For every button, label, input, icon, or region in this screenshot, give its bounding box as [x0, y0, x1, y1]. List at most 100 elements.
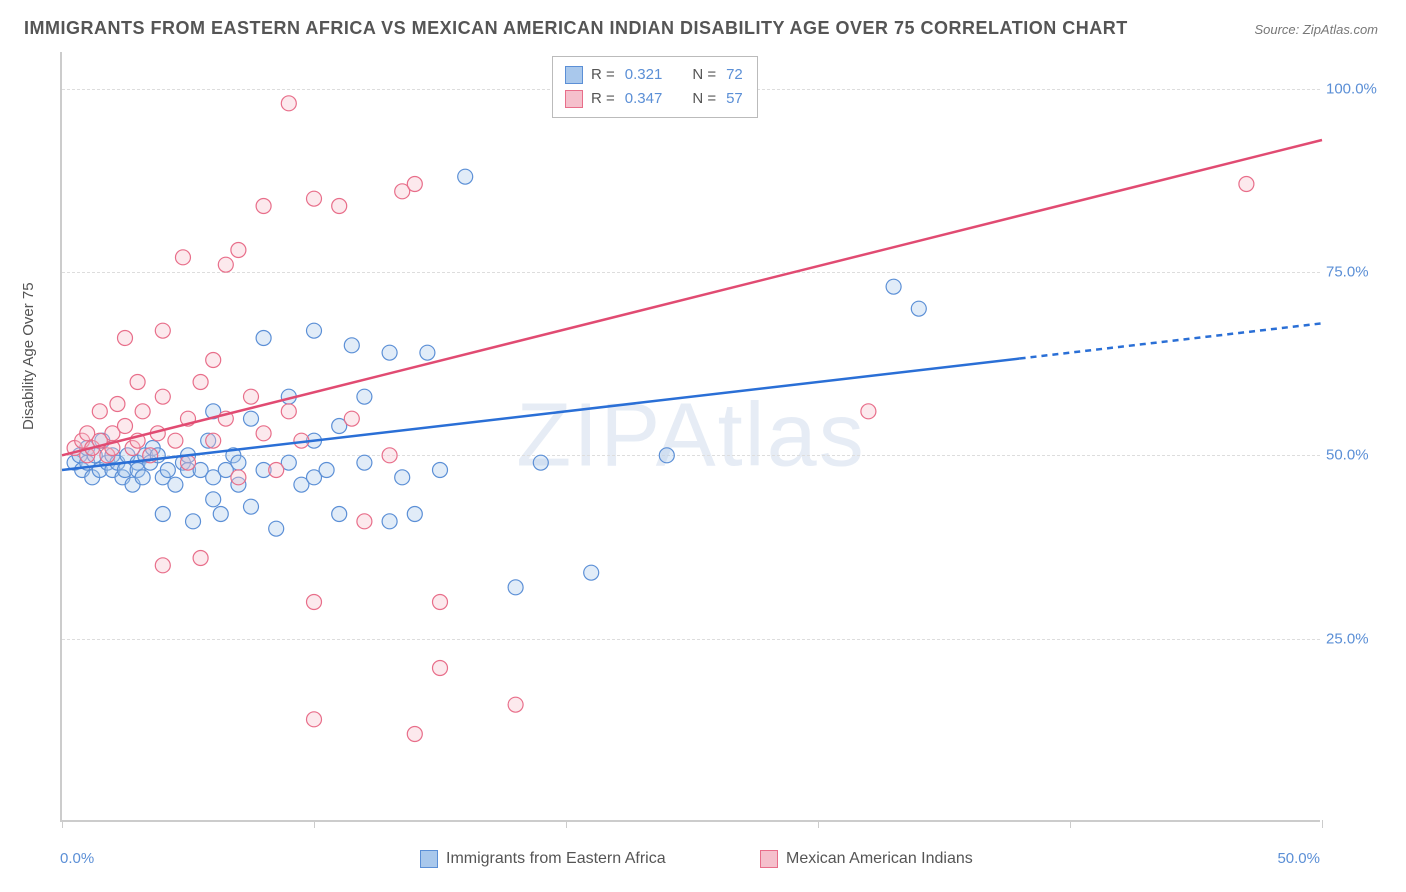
scatter-point	[110, 397, 125, 412]
legend-swatch	[420, 850, 438, 868]
scatter-point	[382, 345, 397, 360]
scatter-point	[206, 492, 221, 507]
scatter-chart	[62, 52, 1320, 820]
x-tick-mark	[314, 820, 315, 828]
scatter-point	[92, 404, 107, 419]
trend-line	[62, 359, 1020, 470]
scatter-point	[155, 507, 170, 522]
legend-swatch	[565, 66, 583, 84]
scatter-point	[433, 595, 448, 610]
plot-area: ZIPAtlas 25.0%50.0%75.0%100.0% R =0.321N…	[60, 52, 1320, 822]
scatter-point	[458, 169, 473, 184]
scatter-point	[420, 345, 435, 360]
scatter-point	[218, 257, 233, 272]
scatter-point	[244, 499, 259, 514]
scatter-point	[357, 514, 372, 529]
y-axis-title: Disability Age Over 75	[20, 282, 37, 430]
scatter-point	[118, 419, 133, 434]
scatter-point	[407, 177, 422, 192]
scatter-point	[433, 463, 448, 478]
scatter-point	[130, 375, 145, 390]
legend-row: R = 0.321 N = 72	[565, 63, 745, 87]
legend-n-value: 57	[726, 87, 743, 111]
scatter-point	[256, 426, 271, 441]
legend-swatch	[565, 90, 583, 108]
scatter-point	[256, 331, 271, 346]
scatter-point	[533, 455, 548, 470]
x-tick-mark	[1322, 820, 1323, 828]
scatter-point	[175, 250, 190, 265]
scatter-point	[332, 507, 347, 522]
scatter-point	[231, 243, 246, 258]
legend-box: R =0.321N =72R =0.347N =57	[552, 56, 758, 118]
legend-n-label: N =	[692, 87, 716, 111]
scatter-point	[206, 433, 221, 448]
scatter-point	[155, 323, 170, 338]
scatter-point	[168, 477, 183, 492]
scatter-point	[319, 463, 334, 478]
legend-n-value: 72	[726, 63, 743, 87]
legend-row: R =0.347N =57	[565, 87, 745, 111]
scatter-point	[433, 661, 448, 676]
x-tick-mark	[62, 820, 63, 828]
scatter-point	[307, 191, 322, 206]
scatter-point	[206, 353, 221, 368]
trend-line-extrapolated	[1020, 323, 1322, 358]
scatter-point	[155, 558, 170, 573]
scatter-point	[344, 411, 359, 426]
x-tick-mark	[566, 820, 567, 828]
scatter-point	[1239, 177, 1254, 192]
scatter-point	[181, 455, 196, 470]
scatter-point	[244, 411, 259, 426]
scatter-point	[344, 338, 359, 353]
y-tick-label: 50.0%	[1326, 447, 1386, 464]
scatter-point	[168, 433, 183, 448]
legend-r-label: R =	[591, 87, 615, 111]
bottom-legend-item: Mexican American Indians	[760, 850, 973, 868]
scatter-point	[357, 455, 372, 470]
scatter-point	[508, 580, 523, 595]
legend-n-label: N =	[692, 63, 716, 87]
scatter-point	[395, 470, 410, 485]
scatter-point	[407, 507, 422, 522]
scatter-point	[213, 507, 228, 522]
y-tick-label: 75.0%	[1326, 264, 1386, 281]
scatter-point	[307, 323, 322, 338]
scatter-point	[186, 514, 201, 529]
scatter-point	[281, 404, 296, 419]
bottom-legend-label: Immigrants from Eastern Africa	[446, 850, 666, 868]
scatter-point	[193, 375, 208, 390]
scatter-point	[407, 727, 422, 742]
chart-title: IMMIGRANTS FROM EASTERN AFRICA VS MEXICA…	[24, 18, 1128, 39]
x-tick-mark	[818, 820, 819, 828]
legend-r-label: R =	[591, 63, 615, 87]
scatter-point	[861, 404, 876, 419]
scatter-point	[281, 96, 296, 111]
y-tick-label: 100.0%	[1326, 80, 1386, 97]
legend-swatch	[760, 850, 778, 868]
scatter-point	[244, 389, 259, 404]
scatter-point	[584, 565, 599, 580]
scatter-point	[508, 697, 523, 712]
scatter-point	[135, 404, 150, 419]
scatter-point	[659, 448, 674, 463]
legend-r-value: 0.321	[625, 63, 663, 87]
scatter-point	[382, 514, 397, 529]
bottom-legend-item: Immigrants from Eastern Africa	[420, 850, 666, 868]
source-credit: Source: ZipAtlas.com	[1254, 22, 1378, 37]
scatter-point	[332, 199, 347, 214]
x-tick-mark	[1070, 820, 1071, 828]
scatter-point	[193, 551, 208, 566]
x-tick-label: 0.0%	[60, 850, 94, 867]
scatter-point	[307, 712, 322, 727]
bottom-legend-label: Mexican American Indians	[786, 850, 973, 868]
scatter-point	[886, 279, 901, 294]
x-tick-label: 50.0%	[1277, 850, 1320, 867]
scatter-point	[118, 331, 133, 346]
scatter-point	[911, 301, 926, 316]
scatter-point	[256, 199, 271, 214]
scatter-point	[357, 389, 372, 404]
scatter-point	[231, 455, 246, 470]
scatter-point	[160, 463, 175, 478]
scatter-point	[269, 521, 284, 536]
